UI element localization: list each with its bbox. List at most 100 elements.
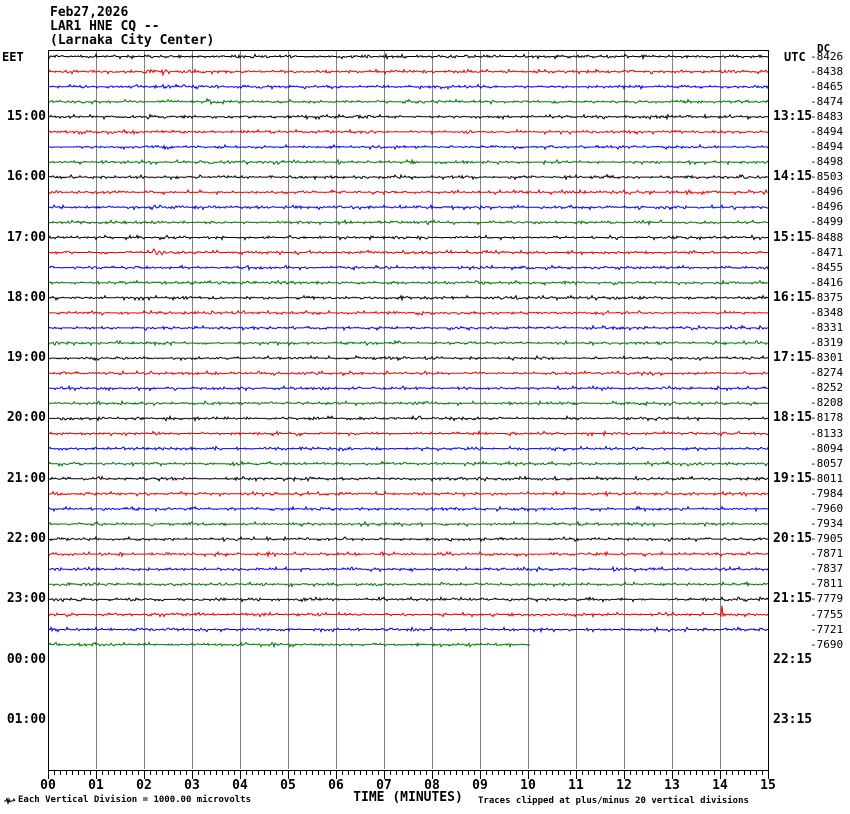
dc-value: -7960 bbox=[810, 501, 844, 515]
seismo-trace bbox=[48, 97, 769, 106]
utc-time-label: 20:15 bbox=[773, 531, 813, 547]
seismo-trace bbox=[48, 278, 768, 287]
dc-value: -8375 bbox=[810, 290, 844, 304]
seismo-trace bbox=[48, 218, 768, 227]
eet-time-label: 17:00 bbox=[6, 229, 46, 245]
x-tick-label: 05 bbox=[280, 778, 296, 793]
seismo-trace bbox=[49, 414, 768, 422]
dc-value: -8057 bbox=[810, 456, 844, 470]
seismo-trace bbox=[49, 369, 768, 377]
utc-time-label: 21:15 bbox=[773, 591, 813, 607]
x-tick-label: 15 bbox=[760, 778, 776, 793]
seismo-trace bbox=[48, 264, 769, 272]
seismo-trace bbox=[48, 234, 768, 241]
dc-value: -8301 bbox=[810, 351, 844, 365]
dc-value: -8274 bbox=[810, 366, 844, 380]
seismo-trace bbox=[48, 460, 768, 468]
dc-value: -8011 bbox=[810, 471, 844, 485]
seismo-trace bbox=[49, 248, 768, 256]
dc-value: -8133 bbox=[810, 426, 844, 440]
x-tick-label: 00 bbox=[40, 778, 56, 793]
x-tick-label: 08 bbox=[424, 778, 440, 793]
x-tick-label: 09 bbox=[472, 778, 488, 793]
utc-axis-label: UTC bbox=[784, 50, 806, 64]
dc-value: -8331 bbox=[810, 320, 844, 334]
seismo-trace bbox=[49, 309, 768, 317]
dc-value: -8496 bbox=[810, 200, 844, 214]
seismo-trace bbox=[49, 158, 769, 166]
dc-value: -7811 bbox=[810, 577, 844, 591]
seismo-trace bbox=[48, 324, 768, 332]
eet-time-label: 22:00 bbox=[6, 531, 46, 547]
seismo-trace bbox=[48, 52, 769, 61]
x-tick-label: 13 bbox=[664, 778, 680, 793]
seismo-trace bbox=[49, 143, 769, 151]
seismo-trace bbox=[48, 595, 769, 603]
dc-value: -8465 bbox=[810, 79, 844, 93]
seismo-trace bbox=[49, 113, 768, 121]
seismo-trace bbox=[48, 68, 769, 77]
dc-value: -8494 bbox=[810, 140, 844, 153]
dc-value: -7755 bbox=[810, 607, 844, 621]
seismo-trace bbox=[49, 580, 768, 588]
dc-value: -8474 bbox=[810, 94, 844, 108]
scale-note: Each Vertical Division = 1000.00 microvo… bbox=[18, 795, 251, 805]
x-tick-label: 10 bbox=[520, 778, 536, 793]
dc-value: -8503 bbox=[810, 170, 844, 184]
eet-time-label: 19:00 bbox=[6, 350, 46, 366]
utc-time-label: 14:15 bbox=[773, 169, 813, 185]
eet-time-label: 01:00 bbox=[6, 712, 46, 727]
dc-value: -7721 bbox=[810, 622, 844, 636]
dc-column-label: DC bbox=[817, 42, 831, 55]
eet-time-label: 18:00 bbox=[6, 289, 46, 305]
seismo-trace bbox=[48, 128, 769, 136]
x-tick-label: 04 bbox=[232, 778, 248, 793]
date-label: Feb27,2026 bbox=[50, 5, 129, 20]
x-tick-label: 12 bbox=[616, 778, 632, 793]
seismo-trace bbox=[48, 188, 768, 196]
dc-value: -8252 bbox=[810, 381, 844, 395]
dc-value: -7690 bbox=[810, 637, 844, 651]
dc-value: -8416 bbox=[810, 275, 844, 289]
x-tick-label: 14 bbox=[712, 778, 728, 793]
dc-value: -8483 bbox=[810, 109, 844, 123]
eet-time-label: 23:00 bbox=[6, 591, 46, 607]
station-label: LAR1 HNE CQ -- bbox=[50, 19, 160, 34]
eet-time-label: 21:00 bbox=[6, 470, 46, 486]
utc-time-label: 13:15 bbox=[773, 108, 813, 124]
seismo-trace bbox=[49, 203, 768, 211]
eet-time-label: 16:00 bbox=[6, 169, 46, 185]
utc-time-label: 17:15 bbox=[773, 350, 813, 366]
dc-value: -7984 bbox=[810, 486, 844, 500]
dc-value: -8438 bbox=[810, 64, 844, 78]
eet-time-label: 15:00 bbox=[6, 108, 46, 124]
utc-time-label: 16:15 bbox=[773, 289, 813, 305]
x-tick-label: 03 bbox=[184, 778, 200, 793]
dc-value: -8471 bbox=[810, 245, 844, 259]
seismo-trace bbox=[48, 505, 768, 513]
seismo-trace bbox=[48, 641, 531, 649]
seismo-trace bbox=[48, 535, 768, 543]
x-tick-label: 02 bbox=[136, 778, 152, 793]
seismo-trace bbox=[49, 626, 768, 634]
dc-value: -8498 bbox=[810, 155, 844, 169]
dc-value: -7837 bbox=[810, 562, 844, 576]
x-axis-title: TIME (MINUTES) bbox=[353, 790, 463, 805]
dc-value: -7779 bbox=[810, 592, 844, 606]
eet-axis-label: EET bbox=[2, 50, 24, 64]
dc-value: -8488 bbox=[810, 230, 844, 244]
dc-value: -7934 bbox=[810, 517, 844, 530]
eet-time-label: 20:00 bbox=[6, 410, 46, 426]
utc-time-label: 23:15 bbox=[773, 712, 813, 727]
dc-value: -8094 bbox=[810, 441, 844, 455]
dc-value: -8494 bbox=[810, 124, 844, 138]
seismo-trace bbox=[48, 354, 769, 362]
dc-value: -8319 bbox=[810, 336, 844, 349]
dc-value: -8496 bbox=[810, 185, 844, 199]
dc-value: -7871 bbox=[810, 547, 844, 561]
utc-time-label: 18:15 bbox=[773, 410, 813, 426]
seismo-trace bbox=[49, 173, 768, 181]
utc-time-label: 19:15 bbox=[773, 470, 813, 486]
seismo-trace bbox=[49, 429, 769, 438]
